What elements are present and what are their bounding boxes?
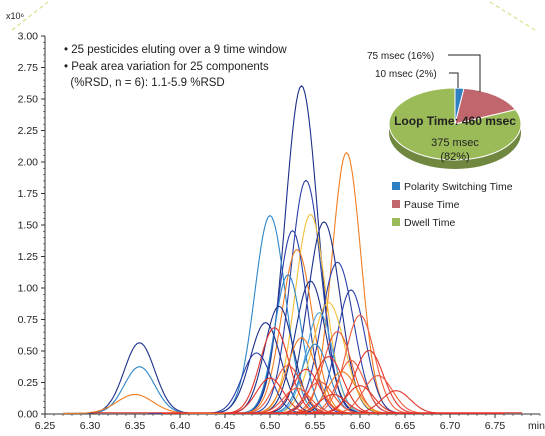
pie-slice-2 bbox=[454, 87, 517, 125]
pie-leader-polarity bbox=[449, 72, 459, 88]
legend-label-polarity: Polarity Switching Time bbox=[404, 181, 513, 193]
y-tick-label: 0.25 bbox=[18, 377, 39, 389]
note-line-3: (%RSD, n = 6): 1.1-5.9 %RSD bbox=[64, 77, 225, 89]
loop-time-pie bbox=[388, 87, 522, 169]
peak-17 bbox=[157, 322, 374, 414]
note-line-2: • Peak area variation for 25 components bbox=[64, 61, 269, 73]
x-unit-label: min bbox=[528, 420, 545, 432]
y-tick-label: 2.75 bbox=[18, 62, 39, 74]
pie-label-polarity: 10 msec (2%) bbox=[375, 69, 437, 80]
peak-36 bbox=[288, 390, 504, 414]
pie-legend: Polarity Switching Time Pause Time Dwell… bbox=[392, 181, 513, 229]
peak-5 bbox=[162, 214, 378, 414]
x-tick-label: 6.70 bbox=[440, 420, 461, 432]
legend-swatch-polarity bbox=[392, 182, 400, 190]
y-tick-label: 1.75 bbox=[18, 188, 39, 200]
y-tick-label: 0.75 bbox=[18, 314, 39, 326]
y-tick-label: 0.00 bbox=[18, 409, 39, 421]
pie-dwell-label-1: 375 msec bbox=[431, 137, 479, 149]
legend-swatch-dwell bbox=[392, 218, 400, 226]
pie-slice-3 bbox=[388, 87, 522, 161]
x-tick-label: 6.45 bbox=[215, 420, 236, 432]
y-tick-label: 2.25 bbox=[18, 125, 39, 137]
peak-27 bbox=[63, 366, 247, 414]
peak-15 bbox=[211, 312, 428, 414]
pie-dwell-label-2: (82%) bbox=[440, 151, 469, 163]
x-tick-label: 6.75 bbox=[485, 420, 506, 432]
y-tick-label: 1.00 bbox=[18, 283, 39, 295]
chromatogram-peaks bbox=[63, 85, 522, 414]
x-tick-label: 6.60 bbox=[350, 420, 371, 432]
chart-axes: 0.00 0.25 0.50 0.75 1.00 1.25 1.50 1.75 2.00 2.25… bbox=[18, 31, 545, 433]
callout-line-left bbox=[11, 1, 49, 31]
legend-label-dwell: Dwell Time bbox=[404, 217, 456, 229]
y-multiplier-label: x10⁶ bbox=[6, 11, 25, 21]
y-tick-label: 1.50 bbox=[18, 220, 39, 232]
y-tick-label: 2.50 bbox=[18, 94, 39, 106]
x-tick-label: 6.50 bbox=[260, 420, 281, 432]
legend-label-pause: Pause Time bbox=[404, 199, 460, 211]
pie-label-pause: 75 msec (16%) bbox=[367, 51, 434, 62]
y-tick-label: 0.50 bbox=[18, 346, 39, 358]
note-line-1: • 25 pesticides eluting over a 9 time wi… bbox=[64, 44, 287, 56]
pie-side-wall bbox=[389, 124, 521, 169]
y-tick-label: 3.00 bbox=[18, 31, 39, 43]
legend-swatch-pause bbox=[392, 200, 400, 208]
x-tick-label: 6.55 bbox=[305, 420, 326, 432]
x-tick-label: 6.25 bbox=[35, 420, 56, 432]
y-tick-label: 2.00 bbox=[18, 157, 39, 169]
x-tick-label: 6.65 bbox=[395, 420, 416, 432]
pie-leader-pause bbox=[448, 54, 481, 92]
x-tick-label: 6.35 bbox=[125, 420, 146, 432]
notes-block: • 25 pesticides eluting over a 9 time wi… bbox=[64, 44, 287, 89]
x-tick-label: 6.30 bbox=[80, 420, 101, 432]
callout-line-right bbox=[489, 1, 536, 31]
pie-title: Loop Time: 460 msec bbox=[394, 114, 516, 128]
y-tick-label: 1.25 bbox=[18, 251, 39, 263]
peak-38 bbox=[225, 393, 441, 414]
x-tick-label: 6.40 bbox=[170, 420, 191, 432]
peak-37 bbox=[63, 393, 243, 414]
